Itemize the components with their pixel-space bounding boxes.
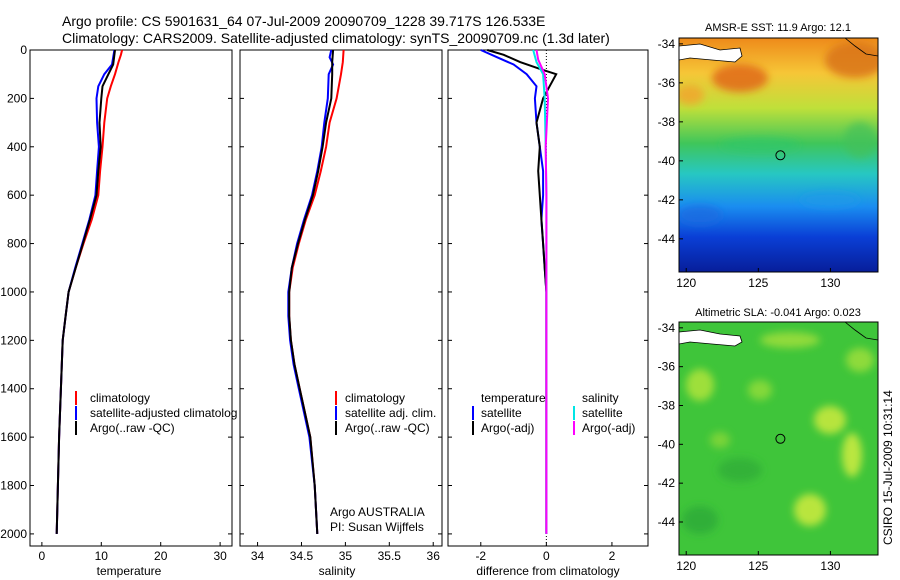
y-tick-label: 1600 (0, 430, 27, 444)
map-x-tick-label: 125 (748, 559, 768, 573)
sst-argo-marker (775, 150, 786, 161)
x-tick-label: 20 (154, 549, 168, 563)
sla-y-ticks: -34 -36 -38 -40 -42 -44 (658, 321, 683, 529)
legend-climatology-label: climatology (345, 391, 405, 405)
sla-argo-marker (775, 433, 786, 444)
temperature-legend: climatology satellite-adjusted climatolo… (75, 391, 237, 435)
x-tick-label: 36 (427, 549, 441, 563)
salinity-axes-box (239, 49, 443, 547)
map-y-tick-label: -44 (658, 515, 676, 529)
difference-x-ticks: -2 0 2 (475, 542, 616, 563)
map-y-tick-label: -38 (658, 115, 676, 129)
salinity-xlabel: salinity (319, 564, 356, 578)
y-tick-label: 400 (7, 140, 27, 154)
temperature-panel: 0 10 20 30 0 200 400 600 800 1000 1200 1400 1600 180… (0, 43, 237, 578)
argo-australia-note: Argo AUSTRALIA (330, 505, 425, 519)
legend-sal-satellite-label: satellite (582, 406, 623, 420)
x-tick-label: 35 (339, 549, 353, 563)
map-y-tick-label: -40 (658, 154, 676, 168)
sst-map-title: AMSR-E SST: 11.9 Argo: 12.1 (705, 22, 851, 34)
x-tick-label: 0 (543, 549, 550, 563)
y-tick-label: 2000 (0, 527, 27, 541)
salinity-y-ticks (240, 49, 442, 535)
figure-title-line1: Argo profile: CS 5901631_64 07-Jul-2009 … (62, 13, 545, 29)
temperature-x-ticks: 0 10 20 30 (39, 542, 227, 563)
map-x-tick-label: 120 (676, 276, 696, 290)
sst-x-ticks: 120 125 130 (676, 268, 841, 290)
x-tick-label: 34.5 (290, 549, 314, 563)
map-y-tick-label: -42 (658, 193, 676, 207)
x-tick-label: 35.5 (378, 549, 402, 563)
difference-panel: -2 0 2 difference from climatology tempera… (447, 49, 649, 578)
x-tick-label: 0 (39, 549, 46, 563)
difference-axes-box (447, 49, 649, 547)
temperature-xlabel: temperature (97, 564, 162, 578)
x-tick-label: -2 (475, 549, 486, 563)
temperature-lines (55, 49, 124, 534)
map-y-tick-label: -38 (658, 398, 676, 412)
legend-satellite-label: satellite-adjusted climatolog (90, 406, 237, 420)
sla-map-title: Altimetric SLA: -0.041 Argo: 0.023 (695, 307, 861, 319)
y-tick-label: 0 (20, 43, 27, 57)
map-x-tick-label: 125 (748, 276, 768, 290)
x-tick-label: 34 (251, 549, 265, 563)
temperature-axes-box (29, 49, 233, 547)
legend-climatology-label: climatology (90, 391, 150, 405)
legend-temp-satellite-label: satellite (481, 406, 522, 420)
legend-satellite-label: satellite adj. clim. (345, 406, 436, 420)
sst-field (679, 38, 878, 272)
sst-map-frame (678, 37, 879, 273)
sst-map-panel: AMSR-E SST: 11.9 Argo: 12.1 120 125 130 -3… (658, 22, 879, 290)
sla-map-frame (678, 321, 879, 556)
x-tick-label: 30 (213, 549, 227, 563)
difference-legend: temperature satellite Argo(-adj) salinit… (472, 391, 635, 435)
y-tick-label: 1400 (0, 382, 27, 396)
y-tick-label: 1000 (0, 285, 27, 299)
y-tick-label: 800 (7, 237, 27, 251)
map-y-tick-label: -36 (658, 360, 676, 374)
argo-pi-note: PI: Susan Wijffels (330, 520, 424, 534)
difference-lines (480, 49, 558, 534)
map-y-tick-label: -42 (658, 476, 676, 490)
salinity-x-ticks: 34 34.5 35 35.5 36 (251, 542, 440, 563)
x-tick-label: 10 (95, 549, 109, 563)
series-line-argo (55, 49, 116, 534)
legend-argo-label: Argo(..raw -QC) (90, 421, 175, 435)
csiro-timestamp: CSIRO 15-Jul-2009 10:31:14 (881, 390, 895, 545)
temperature-y-ticks: 0 200 400 600 800 1000 1200 1400 1600 1800 2000 (0, 43, 232, 541)
x-tick-label: 2 (609, 549, 616, 563)
difference-xlabel: difference from climatology (476, 564, 619, 578)
map-y-tick-label: -34 (658, 321, 676, 335)
legend-salinity-heading: salinity (582, 391, 619, 405)
legend-temperature-heading: temperature (481, 391, 546, 405)
legend-argo-label: Argo(..raw -QC) (345, 421, 430, 435)
salinity-panel: 34 34.5 35 35.5 36 salinity climatology sate… (239, 49, 443, 578)
sst-y-ticks: -34 -36 -38 -40 -42 -44 (658, 37, 683, 246)
sla-field (679, 322, 878, 555)
figure-title-line2: Climatology: CARS2009. Satellite-adjuste… (62, 30, 610, 46)
difference-y-ticks (448, 49, 648, 535)
series-line-argo (288, 49, 335, 534)
map-x-tick-label: 120 (676, 559, 696, 573)
map-x-tick-label: 130 (820, 559, 840, 573)
y-tick-label: 1800 (0, 479, 27, 493)
y-tick-label: 1200 (0, 333, 27, 347)
map-y-tick-label: -40 (658, 437, 676, 451)
legend-temp-argo-label: Argo(-adj) (481, 421, 534, 435)
legend-sal-argo-label: Argo(-adj) (582, 421, 635, 435)
salinity-lines (287, 49, 345, 534)
map-y-tick-label: -44 (658, 232, 676, 246)
map-y-tick-label: -36 (658, 76, 676, 90)
y-tick-label: 600 (7, 188, 27, 202)
y-tick-label: 200 (7, 91, 27, 105)
sla-x-ticks: 120 125 130 (676, 551, 841, 573)
map-y-tick-label: -34 (658, 37, 676, 51)
map-x-tick-label: 130 (820, 276, 840, 290)
series-line-salinity-argo (535, 49, 550, 534)
salinity-legend: climatology satellite adj. clim. Argo(..… (335, 391, 436, 435)
sla-map-panel: Altimetric SLA: -0.041 Argo: 0.023 120 12… (658, 307, 879, 573)
